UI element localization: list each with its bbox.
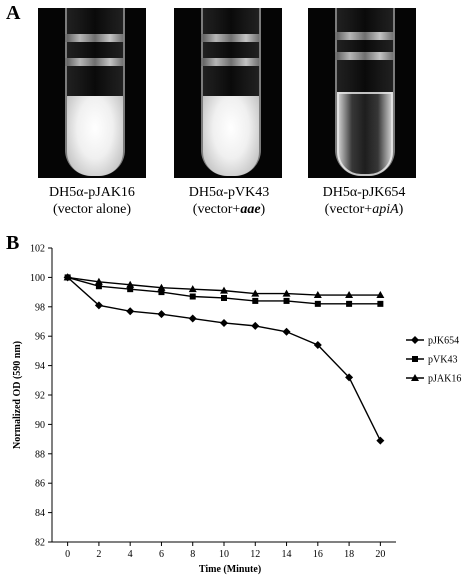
data-point-pJAK16 (188, 285, 197, 293)
x-tick-label: 8 (190, 549, 195, 560)
y-tick-label: 84 (35, 508, 45, 519)
x-tick-label: 14 (282, 549, 292, 560)
data-point-pJK654 (282, 327, 291, 336)
test-tube (65, 8, 125, 176)
x-tick-label: 18 (344, 549, 354, 560)
x-tick-label: 16 (313, 549, 323, 560)
turbid-culture (67, 96, 123, 176)
data-point-pJK654 (188, 314, 197, 323)
data-point-pJAK16 (220, 286, 228, 294)
data-point-pJK654 (251, 321, 260, 330)
data-point-pJAK16 (126, 280, 135, 288)
data-point-pJAK16 (345, 291, 354, 299)
legend-marker (411, 374, 419, 381)
panel-a-label: A (6, 2, 21, 24)
x-tick-label: 10 (219, 549, 229, 560)
caption-tube-2: DH5α-pVK43 (vector+aae) (159, 184, 299, 218)
data-point-pVK43 (127, 286, 134, 293)
y-tick-label: 92 (35, 391, 45, 402)
x-tick-label: 4 (128, 549, 133, 560)
data-point-pJK654 (220, 318, 228, 327)
data-point-pJK654 (376, 436, 385, 445)
panel-b-label: B (6, 232, 20, 254)
y-tick-label: 100 (30, 273, 45, 284)
y-axis-title: Normalized OD (590 nm) (12, 341, 23, 449)
tube-photo-2 (174, 8, 282, 178)
data-point-pVK43 (377, 300, 384, 307)
y-tick-label: 98 (35, 302, 45, 313)
data-point-pJK654 (345, 373, 354, 382)
data-point-pVK43 (252, 297, 259, 304)
legend-marker (411, 336, 419, 344)
strain-name: DH5α-pJAK16 (49, 185, 135, 200)
data-point-pJK654 (126, 307, 135, 316)
data-point-pJK654 (94, 301, 103, 310)
data-point-pJAK16 (376, 291, 385, 299)
x-tick-label: 12 (250, 549, 260, 560)
y-tick-label: 96 (35, 332, 45, 343)
data-point-pJK654 (157, 310, 166, 319)
caption-tube-1: DH5α-pJAK16 (vector alone) (22, 184, 162, 218)
data-point-pVK43 (95, 283, 102, 290)
y-tick-label: 86 (35, 479, 45, 490)
x-tick-label: 20 (375, 549, 385, 560)
legend-marker (412, 356, 418, 362)
y-tick-label: 88 (35, 449, 45, 460)
series-line-pJK654 (67, 276, 381, 441)
y-tick-label: 94 (35, 361, 45, 372)
strain-note: (vector alone) (52, 202, 132, 217)
data-point-pVK43 (314, 300, 321, 307)
test-tube (201, 8, 261, 176)
cleared-culture (337, 92, 393, 176)
strain-name: DH5α-pJK654 (322, 185, 406, 200)
x-tick-label: 2 (96, 549, 101, 560)
caption-tube-3: DH5α-pJK654 (vector+apiA) (294, 184, 434, 218)
data-point-pJAK16 (282, 289, 291, 297)
data-point-pVK43 (189, 293, 196, 300)
y-tick-label: 82 (35, 538, 45, 549)
test-tube (335, 8, 395, 176)
data-point-pVK43 (283, 297, 290, 304)
x-tick-label: 0 (65, 549, 70, 560)
data-point-pJK654 (313, 341, 322, 350)
data-point-pJAK16 (94, 277, 103, 285)
tube-photo-1 (38, 8, 146, 178)
legend-label: pVK43 (428, 355, 457, 366)
data-point-pJAK16 (313, 291, 322, 299)
turbid-culture (203, 96, 259, 176)
data-point-pJAK16 (251, 289, 260, 297)
y-tick-label: 90 (35, 420, 45, 431)
legend-label: pJK654 (428, 336, 459, 347)
strain-note: (vector+aae) (192, 202, 266, 217)
tube-photo-3 (308, 8, 416, 178)
data-point-pVK43 (158, 289, 165, 296)
x-tick-label: 6 (159, 549, 164, 560)
legend-label: pJAK16 (428, 374, 461, 385)
x-axis-title: Time (Minute) (199, 564, 261, 575)
strain-name: DH5α-pVK43 (188, 185, 270, 200)
data-point-pJAK16 (63, 273, 72, 281)
data-point-pVK43 (346, 300, 353, 307)
data-point-pJAK16 (157, 283, 166, 291)
y-tick-label: 102 (30, 244, 45, 255)
strain-note: (vector+apiA) (324, 202, 404, 217)
data-point-pVK43 (221, 294, 227, 301)
